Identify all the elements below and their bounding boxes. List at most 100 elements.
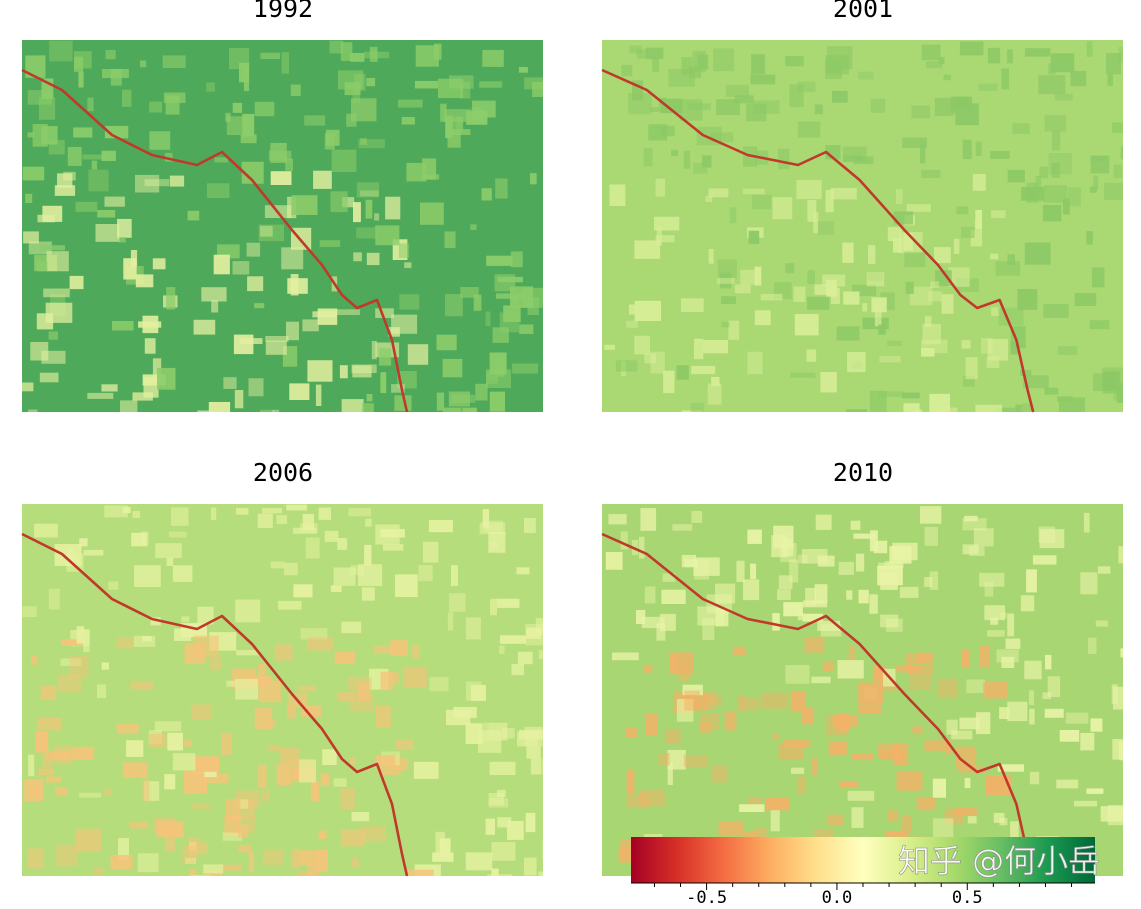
land-patch: [118, 838, 129, 861]
land-patch: [747, 351, 763, 375]
land-patch: [789, 84, 804, 108]
land-patch: [658, 753, 670, 766]
land-patch: [456, 116, 463, 129]
land-patch: [690, 402, 705, 412]
land-patch: [1022, 375, 1049, 389]
land-patch: [993, 812, 1005, 823]
land-patch: [95, 224, 120, 242]
land-patch: [310, 781, 320, 802]
land-patch: [503, 305, 521, 323]
land-patch: [796, 179, 822, 200]
land-patch: [462, 407, 477, 412]
land-patch: [912, 726, 923, 735]
land-patch: [893, 238, 903, 253]
land-patch: [656, 623, 666, 641]
land-patch: [31, 655, 37, 665]
land-patch: [878, 324, 886, 335]
land-patch: [777, 589, 791, 600]
land-patch: [501, 728, 515, 739]
land-patch: [970, 229, 983, 247]
land-patch: [984, 581, 994, 597]
land-patch: [858, 589, 869, 604]
land-patch: [848, 645, 855, 661]
land-patch: [356, 182, 380, 198]
land-patch: [206, 183, 230, 198]
land-patch: [828, 741, 847, 755]
land-patch: [778, 575, 793, 589]
land-patch: [79, 538, 88, 547]
land-patch: [895, 189, 903, 205]
land-patch: [257, 513, 273, 528]
land-patch: [298, 850, 321, 866]
land-patch: [973, 528, 994, 547]
land-patch: [1112, 122, 1123, 133]
land-patch: [444, 231, 456, 249]
land-patch: [1010, 341, 1019, 355]
land-patch: [814, 584, 828, 604]
land-patch: [1038, 75, 1066, 95]
land-patch: [489, 391, 505, 412]
land-patch: [222, 832, 242, 841]
land-patch: [353, 252, 362, 262]
land-patch: [258, 224, 284, 242]
land-patch: [470, 684, 486, 701]
land-patch: [78, 71, 84, 88]
land-patch: [672, 524, 693, 531]
land-patch: [276, 764, 292, 785]
land-patch: [325, 129, 340, 146]
land-patch: [893, 743, 909, 766]
land-patch: [1042, 204, 1062, 222]
land-patch: [785, 56, 804, 67]
land-patch: [825, 60, 842, 79]
land-patch: [530, 173, 537, 185]
land-patch: [1089, 320, 1110, 330]
land-patch: [398, 99, 423, 108]
land-patch: [91, 160, 98, 170]
land-patch: [904, 252, 926, 267]
land-patch: [37, 717, 62, 731]
land-patch: [60, 658, 82, 666]
land-patch: [832, 715, 858, 727]
land-patch: [518, 67, 528, 73]
land-patch: [754, 310, 771, 326]
land-patch: [525, 812, 536, 833]
land-patch: [238, 845, 252, 853]
land-patch: [191, 803, 211, 810]
land-patch: [339, 365, 348, 379]
land-patch: [291, 849, 301, 869]
land-patch: [203, 864, 224, 874]
land-patch: [725, 84, 749, 97]
land-patch: [924, 526, 938, 546]
land-patch: [893, 211, 914, 225]
land-patch: [341, 621, 362, 634]
land-patch: [663, 370, 675, 394]
land-patch: [655, 235, 675, 243]
land-patch: [299, 759, 316, 783]
land-patch: [27, 90, 52, 105]
land-patch: [193, 635, 219, 658]
land-patch: [494, 274, 516, 292]
land-patch: [443, 407, 462, 412]
land-patch: [412, 644, 420, 659]
land-patch: [1067, 187, 1081, 207]
land-patch: [201, 287, 227, 302]
land-patch: [930, 281, 940, 288]
land-patch: [996, 649, 1019, 663]
land-patch: [643, 148, 653, 167]
land-patch: [962, 518, 987, 531]
land-patch: [1090, 718, 1103, 732]
land-patch: [142, 779, 150, 802]
land-patch: [987, 47, 1001, 64]
land-patch: [530, 758, 542, 775]
land-patch: [350, 857, 359, 868]
land-patch: [1010, 821, 1019, 838]
land-patch: [24, 778, 44, 802]
land-patch: [120, 400, 138, 412]
land-patch: [229, 48, 250, 70]
land-patch: [82, 154, 108, 160]
land-patch: [667, 763, 673, 785]
land-patch: [333, 567, 356, 586]
land-patch: [1022, 403, 1032, 412]
land-patch: [390, 640, 408, 656]
land-patch: [226, 116, 250, 135]
